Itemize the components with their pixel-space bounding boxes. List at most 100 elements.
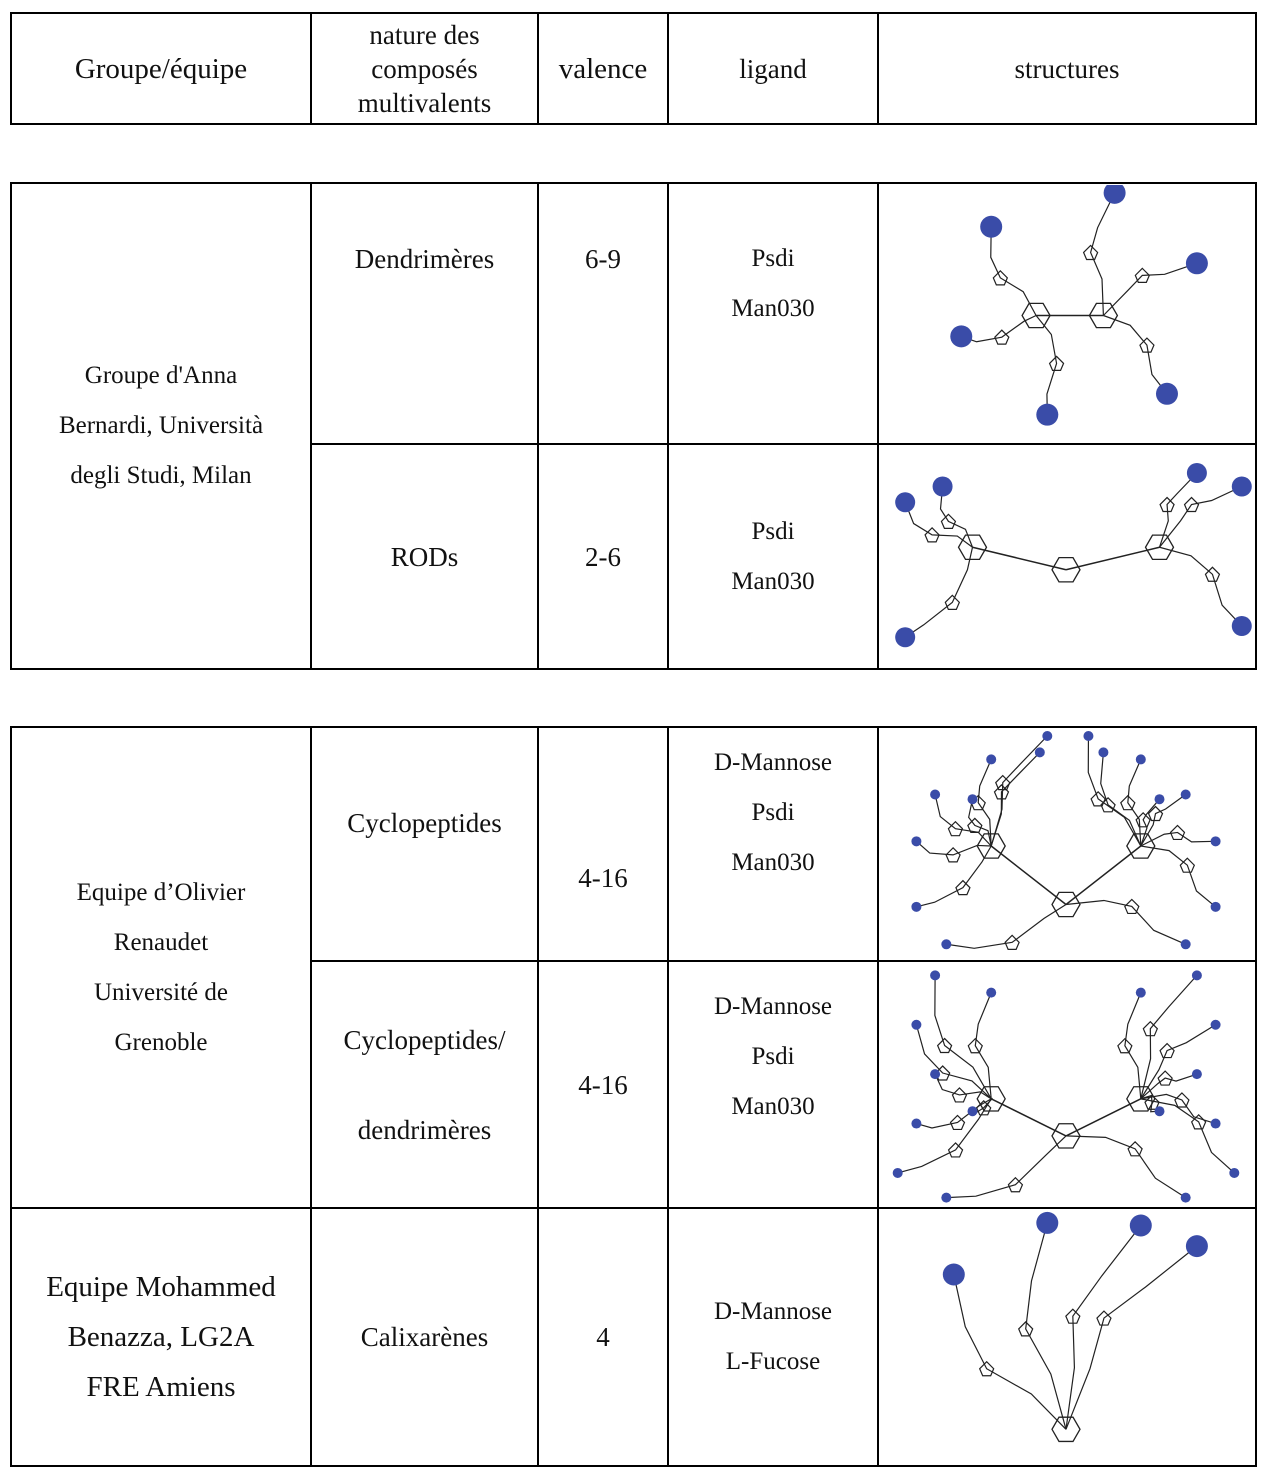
chain <box>1127 759 1142 847</box>
sugar-dot <box>1229 1167 1240 1178</box>
triazole <box>1007 1176 1024 1193</box>
sugar-dot <box>1231 616 1252 636</box>
text-line: L-Fucose <box>725 1348 821 1375</box>
header-table: Groupe/équipe nature des composés multivale… <box>10 12 1257 125</box>
sugar-dot <box>1034 747 1045 758</box>
ligand-cell: D-Mannose Psdi Man030 <box>667 726 879 962</box>
header-cell: nature des composés multivalents <box>310 12 539 125</box>
group-table: Equipe d’Olivier Renaudet Université de Gre… <box>10 726 1257 1467</box>
nature-cell: Dendrimères <box>310 182 539 445</box>
valence-cell: 6-9 <box>537 182 669 445</box>
ring <box>1021 302 1051 329</box>
ligand-cell: Psdi Man030 <box>667 182 879 445</box>
chain <box>977 759 992 847</box>
chain <box>897 1098 992 1174</box>
sugar-dot <box>1129 1214 1152 1237</box>
nature-cell: Cyclopeptides/dendrimères <box>310 960 539 1209</box>
valence: 4 <box>596 1322 610 1352</box>
text-line: Cyclopeptides/ <box>343 1024 506 1055</box>
valence-cell: 4-16 <box>537 726 669 962</box>
triazole <box>949 1114 966 1131</box>
text-line: Groupe d'Anna <box>84 362 238 389</box>
triazole <box>1017 1321 1034 1337</box>
chain <box>1087 736 1142 847</box>
triazole <box>1065 1308 1081 1324</box>
table-row: Groupe d'Anna Bernardi, Università degli S… <box>10 182 1257 670</box>
structure-drawing <box>892 970 1240 1203</box>
sugar-dot <box>1103 185 1126 204</box>
triazole <box>945 847 961 863</box>
text-line: nature des <box>369 19 480 50</box>
sugar-dot <box>1210 1118 1221 1129</box>
sugar-dot <box>1154 794 1165 805</box>
triazole <box>924 526 940 543</box>
text-line: structures <box>1014 53 1120 84</box>
chain <box>1140 798 1160 847</box>
sugar-dot <box>1191 1069 1202 1080</box>
header-cell: Groupe/équipe <box>10 12 312 125</box>
valence: 4-16 <box>578 1069 628 1100</box>
text-line: Man030 <box>731 567 815 595</box>
text-line: ligand <box>739 53 807 84</box>
triazole <box>1157 1070 1173 1086</box>
sugar-dot <box>1191 970 1202 981</box>
chain <box>1065 1245 1198 1430</box>
text-line: FRE Amiens <box>86 1371 236 1403</box>
header-cell: ligand <box>667 12 879 125</box>
text-line: Renaudet <box>113 928 209 956</box>
text-line: D-Mannose <box>713 993 833 1020</box>
sugar-dot <box>1154 1106 1165 1117</box>
chain <box>953 1274 1067 1430</box>
triazole <box>993 784 1010 800</box>
triazole <box>1147 805 1164 822</box>
triazole <box>1204 566 1221 582</box>
table-row: RODs 2-6 Psdi Man030 <box>11 443 1257 670</box>
triazole <box>1048 355 1065 372</box>
sugar-dot <box>1098 747 1109 758</box>
sugar-dot <box>967 1106 978 1117</box>
chain <box>904 547 974 638</box>
sugar-dot <box>1180 789 1191 800</box>
group-table: Groupe d'Anna Bernardi, Università degli S… <box>10 182 1257 670</box>
bond <box>1065 845 1142 906</box>
sugar-dot <box>950 325 973 348</box>
triazole <box>1124 898 1140 915</box>
bond <box>990 845 1067 906</box>
sugar-dot <box>911 836 922 847</box>
triazole <box>970 794 986 811</box>
header-cell: valence <box>537 12 669 125</box>
bond <box>972 546 1067 571</box>
triazole <box>955 879 971 896</box>
text-line: RODs <box>390 541 459 572</box>
ligand-cell: Psdi Man030 <box>667 443 879 670</box>
chain <box>1065 899 1186 945</box>
triazole <box>1169 824 1186 841</box>
sugar-dot <box>980 215 1003 238</box>
ring <box>957 534 988 561</box>
sugar-dot <box>1231 476 1252 497</box>
chain <box>916 1098 992 1129</box>
text-line: Man030 <box>731 849 815 876</box>
sugar-dot <box>941 1192 952 1203</box>
text-line: Man030 <box>731 295 815 322</box>
sugar-dot <box>1180 939 1191 950</box>
triazole <box>1134 267 1151 283</box>
nature-cell: RODs <box>310 443 539 670</box>
structure-cell <box>877 726 1257 962</box>
text-line: D-Mannose <box>713 1298 833 1325</box>
text-line: D-Mannose <box>713 749 833 776</box>
structure-drawing <box>950 185 1208 426</box>
chain <box>915 1024 992 1100</box>
triazole <box>1142 1020 1159 1037</box>
text-line: Man030 <box>731 1093 815 1120</box>
valence: 2-6 <box>585 541 621 572</box>
chain <box>1065 1225 1142 1430</box>
chain <box>1158 472 1198 548</box>
text-line: Bernardi, Università <box>58 412 264 439</box>
sugar-dot <box>895 627 916 648</box>
sugar-dot <box>1210 836 1221 847</box>
header-row: Groupe/équipe nature des composés multivale… <box>10 12 1257 125</box>
sugar-dot <box>1180 1192 1191 1203</box>
chain <box>1124 992 1142 1099</box>
chain <box>968 799 992 847</box>
